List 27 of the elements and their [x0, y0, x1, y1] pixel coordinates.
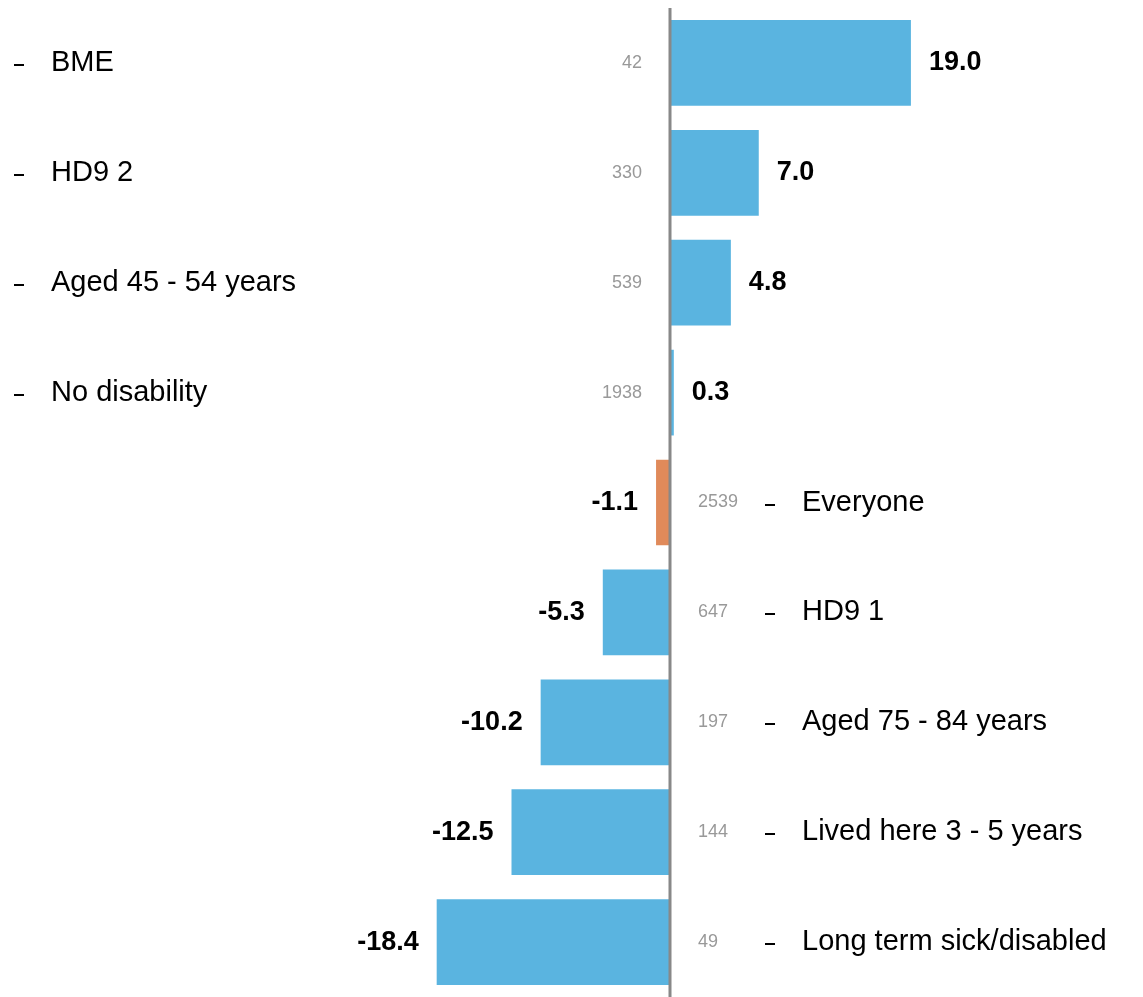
- data-label: 7.0: [776, 156, 815, 187]
- data-label: -10.2: [461, 705, 523, 736]
- annotation: 647: [698, 601, 729, 622]
- y-tick-label: HD9 2: [51, 154, 134, 187]
- annotation: 330: [611, 161, 642, 182]
- data-label: -1.1: [591, 485, 639, 516]
- annotation: 42: [621, 51, 642, 72]
- data-label: -12.5: [431, 815, 494, 846]
- y-tick-label: Aged 45 - 54 years: [51, 264, 297, 297]
- y-tick-label: BME: [51, 44, 114, 77]
- data-label: 19.0: [928, 46, 982, 77]
- annotation: 197: [698, 711, 729, 732]
- annotation: 2539: [698, 491, 739, 512]
- data-label: 0.3: [691, 376, 730, 407]
- y-tick-label: Everyone: [802, 484, 925, 517]
- annotation: 144: [698, 821, 729, 842]
- annotation: 49: [698, 931, 719, 952]
- data-label: -5.3: [538, 595, 585, 626]
- data-label: 4.8: [748, 266, 787, 297]
- y-tick-label: Long term sick/disabled: [802, 924, 1107, 957]
- y-tick-label: HD9 1: [802, 594, 885, 627]
- y-tick-label: Lived here 3 - 5 years: [802, 814, 1083, 847]
- annotation: 1938: [601, 381, 642, 402]
- y-tick-label: No disability: [51, 374, 208, 407]
- annotation: 539: [611, 271, 642, 292]
- data-label: -18.4: [357, 925, 419, 956]
- y-tick-label: Aged 75 - 84 years: [802, 704, 1048, 737]
